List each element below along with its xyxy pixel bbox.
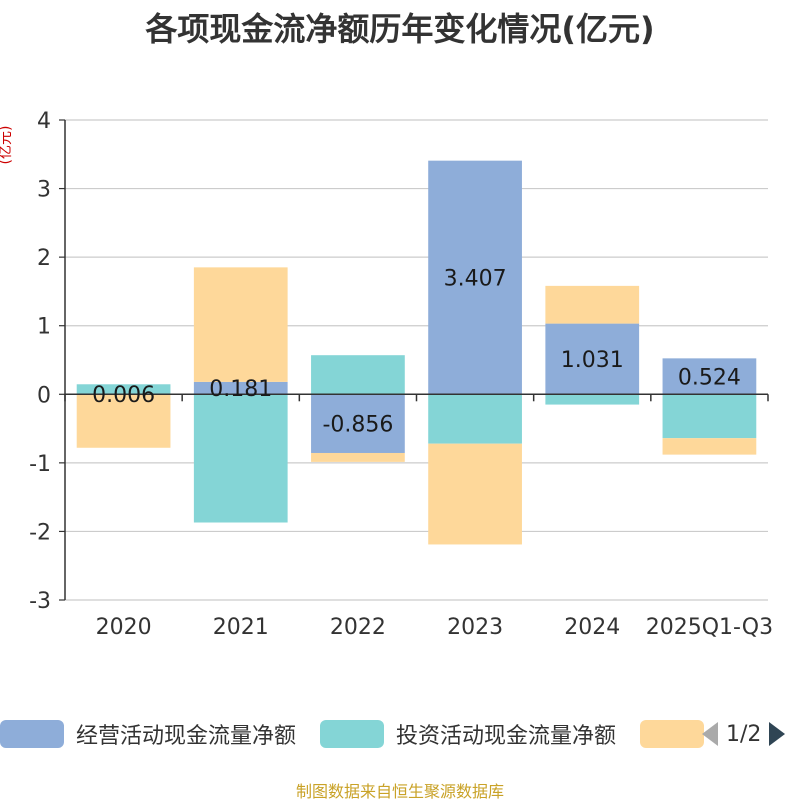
legend-item-investing[interactable]: 投资活动现金流量净额: [320, 716, 616, 752]
legend-item-financing[interactable]: [640, 716, 716, 752]
legend-label-operating: 经营活动现金流量净额: [76, 724, 297, 749]
source-note: 制图数据来自恒生聚源数据库: [295, 782, 504, 801]
bar-series0-2024[interactable]: [545, 323, 640, 395]
y-tick-label: 0: [37, 383, 51, 408]
bar-series0-2021[interactable]: [193, 381, 288, 395]
bar-series0-2022[interactable]: [311, 394, 405, 453]
x-tick-label: 2025Q1-Q3: [646, 615, 773, 640]
chart-area: 4 3 2 1 0 -1 -2 -3 2020 2021 2022 2023 2024 2025Q1-Q3…: [0, 109, 773, 640]
x-tick-label: 2023: [447, 615, 503, 640]
bar-series0-2023[interactable]: [428, 160, 522, 395]
bar-series2-2021[interactable]: [193, 267, 288, 382]
axes: 4 3 2 1 0 -1 -2 -3 2020 2021 2022 2023 2024 2025Q1-Q3: [29, 109, 773, 640]
data-labels: 0.006 0.181 -0.856 3.407 1.031 0.524: [92, 266, 741, 437]
y-tick-label: -2: [29, 520, 51, 545]
bar-series2-2020[interactable]: [76, 394, 171, 448]
y-tick-label: 3: [37, 178, 51, 203]
bar-series2-2022[interactable]: [311, 452, 405, 462]
y-tick-label: 1: [37, 315, 51, 340]
legend: 经营活动现金流量净额 投资活动现金流量净额: [0, 716, 800, 756]
prev-page-icon[interactable]: [700, 720, 720, 748]
bar-series1-2022[interactable]: [311, 355, 405, 395]
legend-pager: 1/2: [700, 716, 787, 752]
data-label: 1.031: [561, 348, 624, 373]
y-tick-label: -1: [29, 452, 51, 477]
legend-item-operating[interactable]: 经营活动现金流量净额: [0, 716, 296, 752]
legend-page-indicator: 1/2: [726, 721, 762, 747]
y-tick-label: -3: [29, 589, 51, 614]
x-tick-label: 2024: [564, 615, 620, 640]
bar-series0-2025Q1-Q3[interactable]: [662, 358, 757, 395]
bar-series1-2024[interactable]: [545, 394, 640, 405]
data-label: 0.524: [678, 365, 741, 390]
y-axis-unit-label: (亿元): [0, 126, 14, 165]
bar-series2-2023[interactable]: [428, 443, 522, 545]
y-tick-label: 2: [37, 246, 51, 271]
legend-label-investing: 投资活动现金流量净额: [396, 724, 617, 749]
gridlines: [65, 119, 768, 601]
x-tick-label: 2020: [96, 615, 152, 640]
next-page-icon[interactable]: [767, 720, 787, 748]
data-label: 3.407: [444, 266, 507, 291]
legend-swatch-operating: [0, 720, 64, 748]
legend-swatch-financing: [640, 720, 704, 748]
legend-swatch-investing: [320, 720, 384, 748]
bar-series1-2021[interactable]: [193, 394, 288, 523]
chart-title: 各项现金流净额历年变化情况(亿元): [145, 10, 655, 48]
data-label: 0.006: [92, 383, 155, 408]
bar-series1-2023[interactable]: [428, 394, 522, 444]
y-tick-label: 4: [37, 109, 51, 134]
bar-series2-2024[interactable]: [545, 285, 640, 324]
bar-series1-2025Q1-Q3[interactable]: [662, 394, 757, 439]
data-label: 0.181: [209, 377, 272, 402]
data-label: -0.856: [322, 413, 393, 438]
bar-series1-2020[interactable]: [76, 384, 171, 394]
bar-series2-2025Q1-Q3[interactable]: [662, 438, 757, 455]
x-tick-label: 2021: [213, 615, 269, 640]
bars: [76, 160, 757, 545]
x-tick-label: 2022: [330, 615, 386, 640]
